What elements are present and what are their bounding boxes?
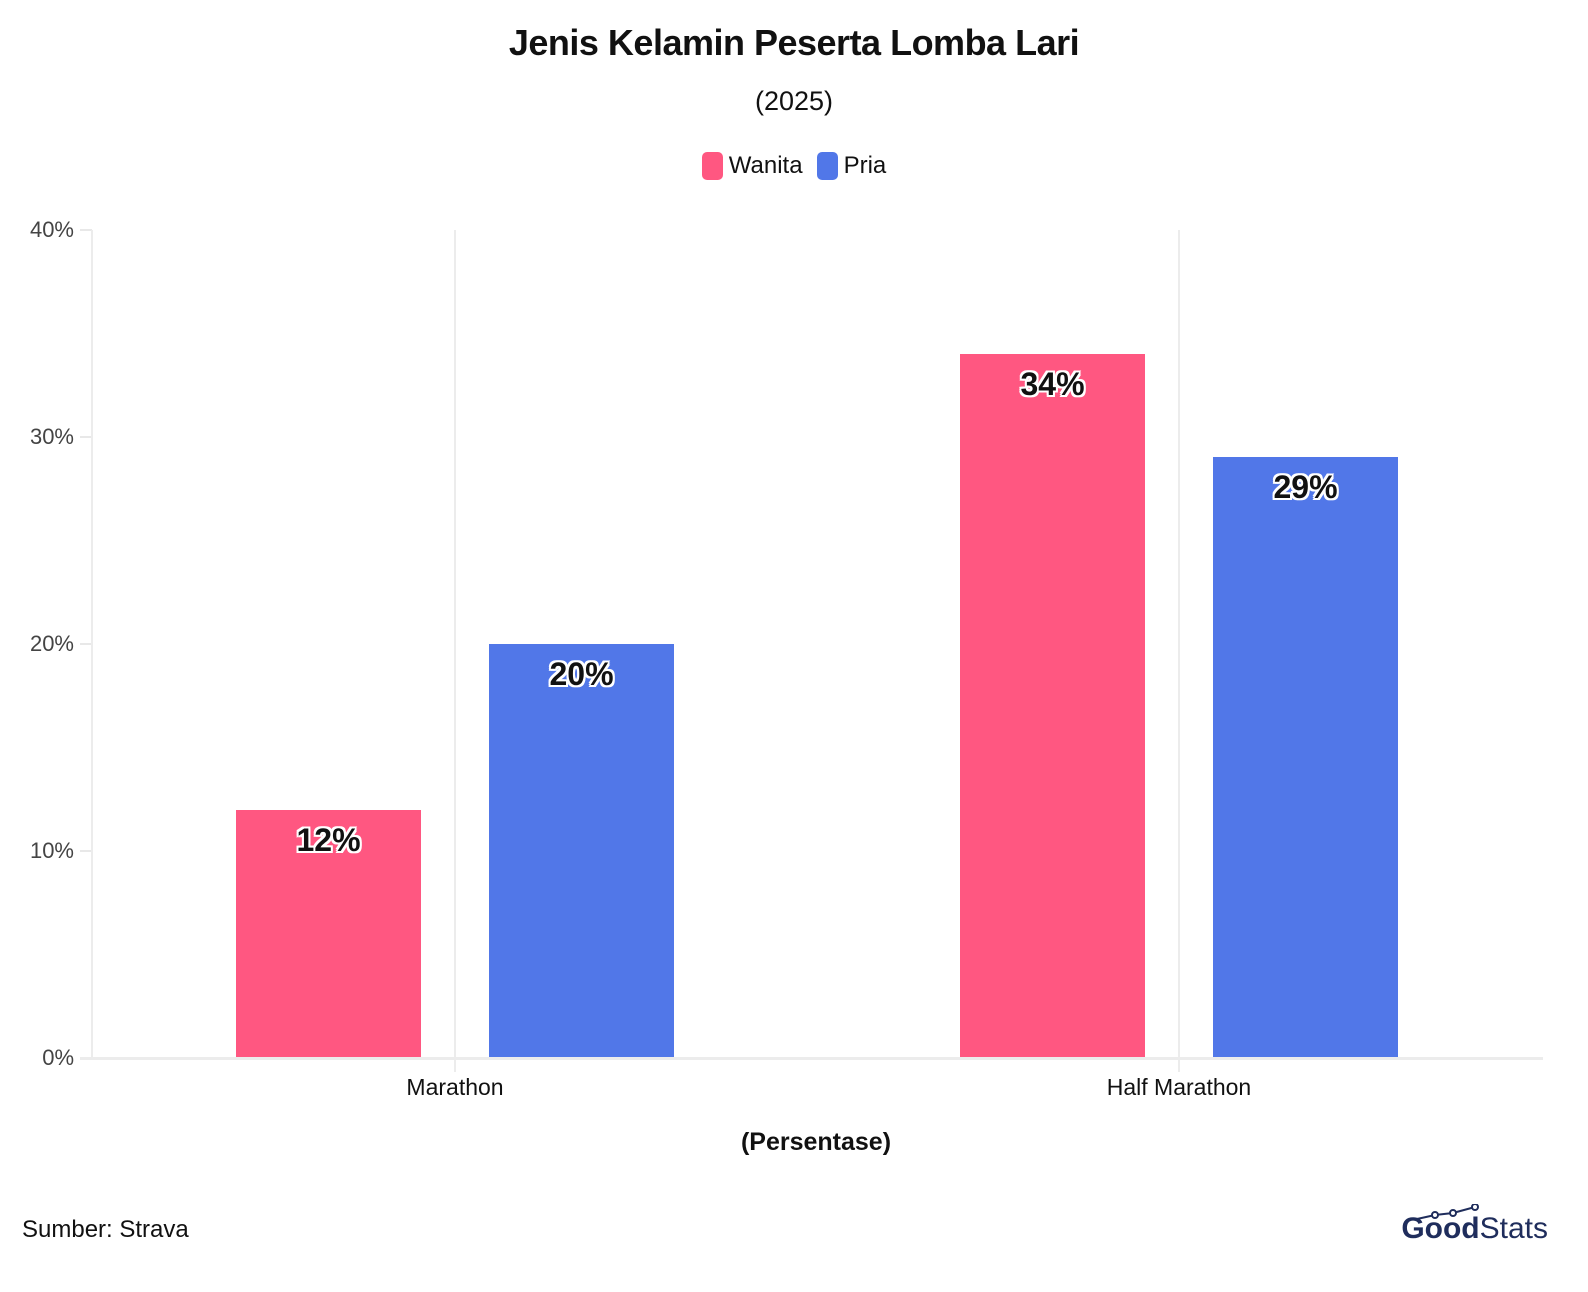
bar-value-label: 29%	[1273, 469, 1338, 505]
bar-value-label: 20%	[549, 656, 614, 692]
y-tick-mark	[80, 229, 92, 231]
bar-value-label: 12%	[296, 822, 361, 858]
legend-swatch-pria	[816, 152, 838, 180]
bar-marathon-wanita[interactable]: 12%	[236, 810, 421, 1058]
y-tick-label: 0%	[42, 1045, 74, 1070]
bar-half-marathon-wanita[interactable]: 34%	[960, 354, 1145, 1058]
logo-light-text: Stats	[1479, 1212, 1548, 1245]
logo-bold-text: Good	[1401, 1212, 1480, 1245]
category-gridline	[1178, 230, 1180, 1072]
bar-value-label: 34%	[1020, 366, 1085, 402]
source-note: Sumber: Strava	[22, 1216, 189, 1243]
y-axis-line	[91, 230, 93, 1060]
category-gridline	[454, 230, 456, 1072]
y-tick-mark	[80, 643, 92, 645]
chart-title: Jenis Kelamin Peserta Lomba Lari	[508, 22, 1080, 63]
trend-line-icon	[1417, 1204, 1480, 1220]
y-tick-label: 20%	[29, 631, 74, 656]
x-category-label: Marathon	[406, 1074, 504, 1100]
chart-subtitle: (2025)	[754, 86, 834, 116]
y-tick-mark	[80, 850, 92, 852]
x-axis-line	[80, 1057, 1543, 1060]
legend-item-pria[interactable]: Pria	[816, 152, 887, 180]
y-tick-label: 10%	[29, 838, 74, 863]
legend-swatch-wanita	[701, 152, 723, 180]
legend-item-wanita[interactable]: Wanita	[701, 152, 803, 180]
x-category-label: Half Marathon	[1106, 1074, 1252, 1100]
legend-label: Pria	[843, 152, 887, 179]
goodstats-logo: GoodStats	[1401, 1204, 1548, 1246]
legend-label: Wanita	[728, 152, 803, 179]
bar-half-marathon-pria[interactable]: 29%	[1213, 457, 1398, 1058]
y-tick-label: 30%	[29, 424, 74, 449]
x-axis-title: (Persentase)	[740, 1128, 892, 1156]
bar-marathon-pria[interactable]: 20%	[489, 644, 674, 1058]
legend: Wanita Pria	[0, 152, 1588, 180]
y-tick-mark	[80, 436, 92, 438]
y-tick-label: 40%	[29, 217, 74, 242]
